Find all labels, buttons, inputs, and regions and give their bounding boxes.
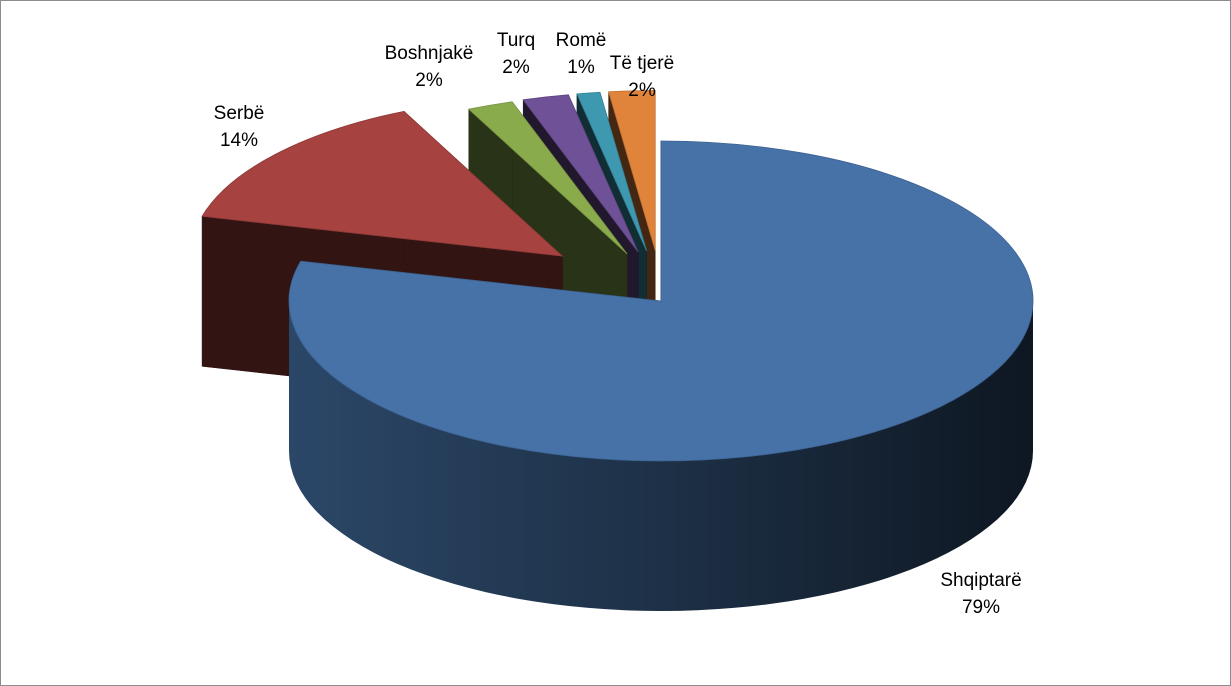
slice-label-4: Turq 2% — [497, 30, 535, 78]
slice-top-3 — [467, 101, 628, 255]
slice-label-1: Shqiptarë 79% — [940, 570, 1021, 618]
slice-top-2 — [201, 110, 564, 257]
slice-top-4 — [522, 94, 639, 253]
slice-top-6 — [608, 90, 656, 251]
slice-label-5: Romë 1% — [556, 30, 607, 78]
slice-top-1 — [288, 140, 1034, 462]
slice-label-6: Të tjerë 2% — [610, 53, 674, 101]
slice-tops — [201, 90, 1034, 462]
slice-label-2: Serbë 14% — [214, 103, 265, 151]
slice-labels: Shqiptarë 79% Serbë 14% Boshnjakë 2% Turq 2% Rom… — [214, 30, 1022, 618]
slice-top-5 — [576, 91, 647, 252]
slice-label-3: Boshnjakë 2% — [385, 43, 474, 91]
